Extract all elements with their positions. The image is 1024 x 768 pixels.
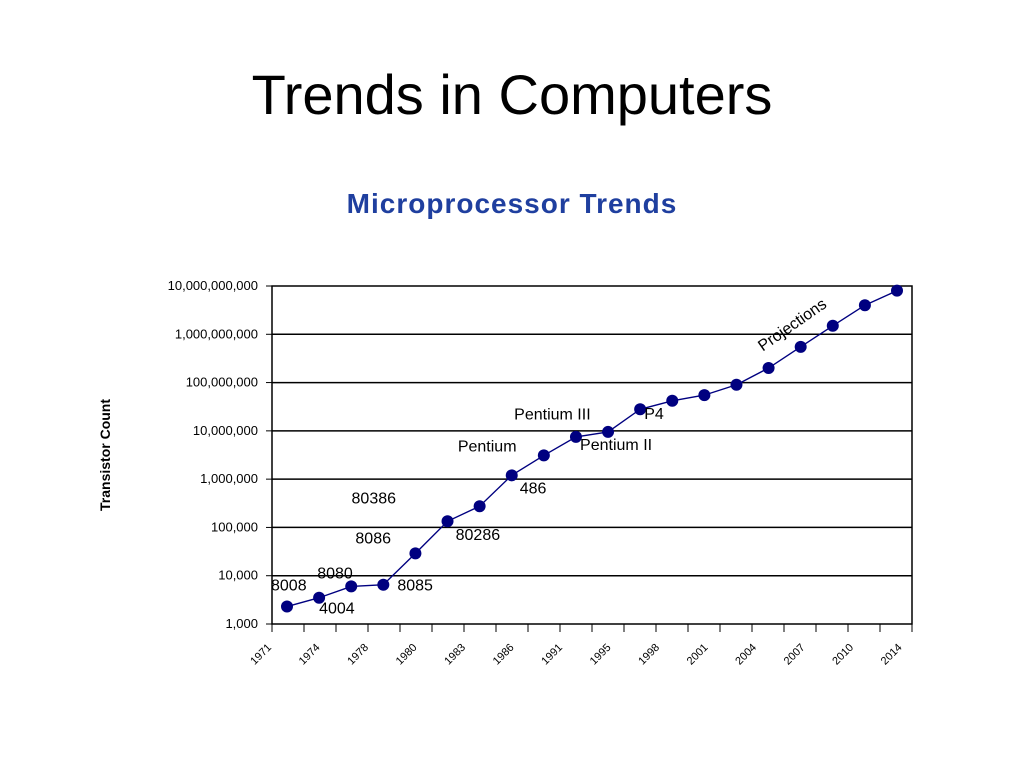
data-point [858,299,871,312]
y-tick-label: 1,000 [225,616,258,631]
y-tick-label: 100,000 [211,519,258,534]
x-tick-label: 2004 [733,642,759,668]
data-point [602,425,615,438]
annotation: Pentium II [580,437,652,454]
annotation: 8080 [317,565,353,582]
data-point [313,591,326,604]
y-tick-label: 10,000,000 [193,423,258,438]
x-tick-label: 1980 [394,642,420,668]
y-axis-label: Transistor Count [97,399,113,511]
annotation: 8085 [397,578,433,595]
annotation: Pentium III [514,406,590,423]
data-point [698,389,711,402]
data-point [762,362,775,375]
annotation: P4 [644,406,664,423]
data-point [826,319,839,332]
x-tick-label: 1995 [588,642,614,668]
chart-title: Microprocessor Trends [346,188,678,219]
data-point [409,547,422,560]
y-tick-label: 1,000,000 [200,471,258,486]
annotation: Pentium [458,438,517,455]
data-point [794,340,807,353]
x-tick-label: 1983 [442,642,468,668]
plot-area [271,285,913,625]
y-tick-label: 100,000,000 [186,375,258,390]
data-point [505,469,518,482]
x-tick-label: 1991 [539,642,565,668]
x-tick-label: 2014 [879,642,905,668]
data-point [537,449,550,462]
data-point [730,378,743,391]
data-point [891,284,903,297]
data-point [569,430,582,443]
x-tick-label: 1998 [636,642,662,668]
y-tick-label: 10,000,000,000 [168,278,258,293]
slide-title: Trends in Computers [251,63,773,126]
y-tick-label: 1,000,000,000 [175,326,258,341]
data-point [634,403,647,416]
annotation: 8086 [355,530,391,547]
x-tick-label: 1971 [248,642,274,668]
x-tick-label: 1986 [491,642,517,668]
x-tick-label: 1978 [345,642,371,668]
x-tick-label: 2001 [685,642,711,668]
y-tick-label: 10,000 [218,568,258,583]
series-line [286,290,898,608]
data-point [473,500,486,513]
annotation: 80286 [456,527,501,544]
x-tick-label: 2007 [782,642,808,668]
annotation: 4004 [319,601,355,618]
data-point [345,580,358,593]
annotation: 486 [520,480,547,497]
x-tick-label: 1974 [297,642,323,668]
annotation: 8008 [271,578,307,595]
data-point [666,394,679,407]
x-tick-label: 2010 [830,642,856,668]
annotation: 80386 [352,490,397,507]
data-point [377,578,390,591]
data-point [441,515,454,528]
data-point [281,600,293,613]
